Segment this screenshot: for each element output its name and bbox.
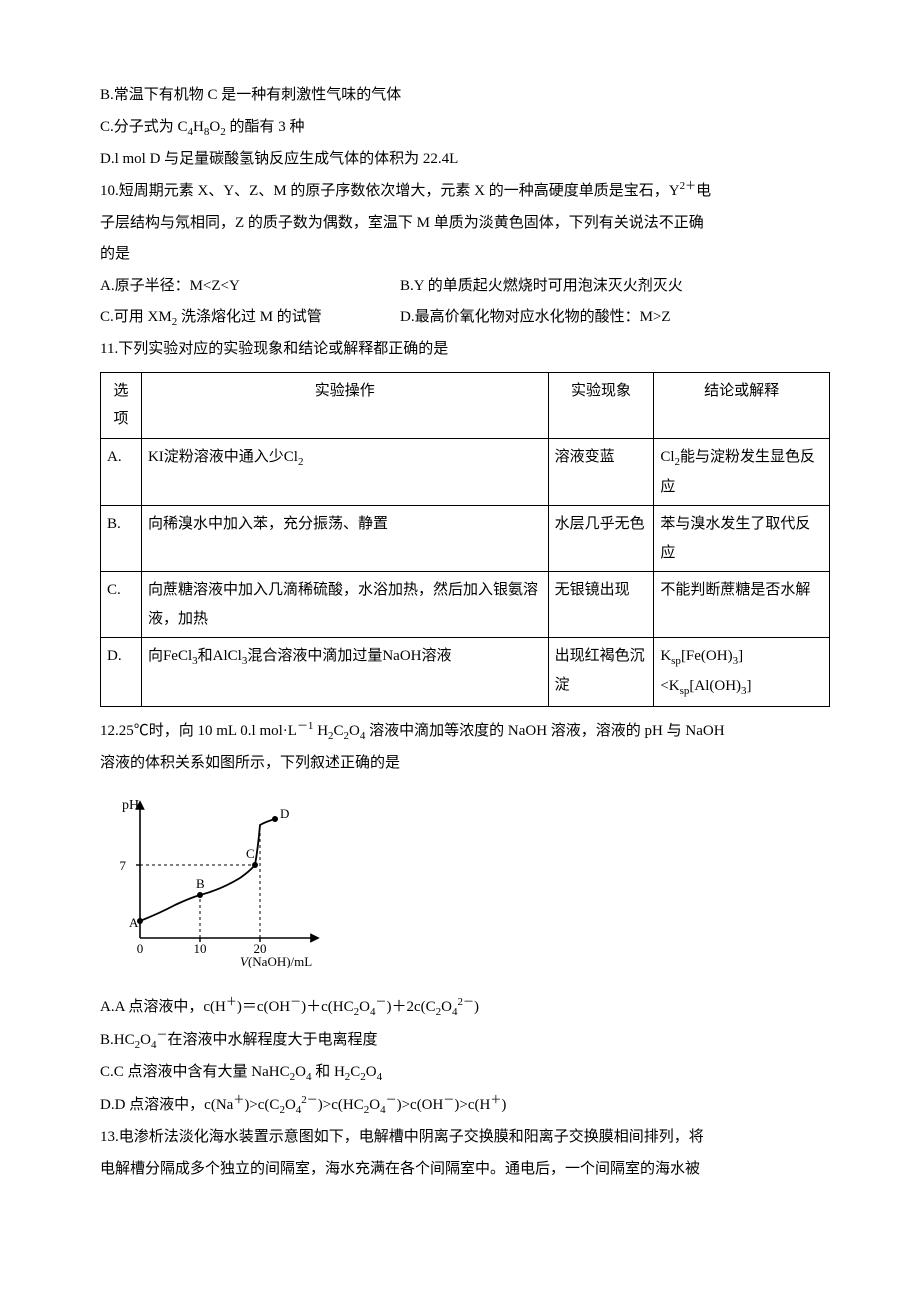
point-b-label: B — [196, 876, 205, 891]
col-option: 选项 — [101, 372, 142, 438]
q13-stem-1: 13.电渗析法淡化海水装置示意图如下，电解槽中阴离子交换膜和阳离子交换膜相间排列… — [100, 1122, 830, 1154]
point-c-label: C — [246, 846, 255, 861]
q10-stem-3: 的是 — [100, 239, 830, 271]
table-row: C. 向蔗糖溶液中加入几滴稀硫酸，水浴加热，然后加入银氨溶液，加热 无银镜出现 … — [101, 572, 830, 638]
x-tick-10: 10 — [194, 941, 207, 956]
experiment-table: 选项 实验操作 实验现象 结论或解释 A. KI淀粉溶液中通入少Cl2 溶液变蓝… — [100, 372, 830, 707]
q12-option-d: D.D 点溶液中，c(Na＋)>c(C2O42－)>c(HC2O4－)>c(OH… — [100, 1089, 830, 1122]
q10-row-ab: A.原子半径：M<Z<Y B.Y 的单质起火燃烧时可用泡沫灭火剂灭火 — [100, 271, 830, 303]
q12-option-b: B.HC2O4－在溶液中水解程度大于电离程度 — [100, 1024, 830, 1057]
option-d: D.l mol D 与足量碳酸氢钠反应生成气体的体积为 22.4L — [100, 144, 830, 176]
table-row: A. KI淀粉溶液中通入少Cl2 溶液变蓝 Cl2能与淀粉发生显色反应 — [101, 438, 830, 505]
option-c: C.分子式为 C4H8O2 的酯有 3 种 — [100, 112, 830, 144]
q12-option-a: A.A 点溶液中，c(H＋)＝c(OH－)＋c(HC2O4－)＋2c(C2O42… — [100, 991, 830, 1024]
q12-option-c: C.C 点溶液中含有大量 NaHC2O4 和 H2C2O4 — [100, 1057, 830, 1089]
x-tick-0: 0 — [137, 941, 144, 956]
q10-stem: 10.短周期元素 X、Y、Z、M 的原子序数依次增大，元素 X 的一种高硬度单质… — [100, 175, 830, 208]
x-axis-label: V(NaOH)/mL — [240, 954, 312, 968]
table-header-row: 选项 实验操作 实验现象 结论或解释 — [101, 372, 830, 438]
col-conclusion: 结论或解释 — [654, 372, 830, 438]
point-d-label: D — [280, 806, 289, 821]
q10-stem-2: 子层结构与氖相同，Z 的质子数为偶数，室温下 M 单质为淡黄色固体，下列有关说法… — [100, 208, 830, 240]
q10-option-d: D.最高价氧化物对应水化物的酸性：M>Z — [400, 302, 671, 334]
q10-option-b: B.Y 的单质起火燃烧时可用泡沫灭火剂灭火 — [400, 271, 683, 303]
q10-option-a: A.原子半径：M<Z<Y — [100, 271, 400, 303]
q12-stem: 12.25℃时，向 10 mL 0.l mol·L－1 H2C2O4 溶液中滴加… — [100, 715, 830, 748]
table-row: D. 向FeCl3和AlCl3混合溶液中滴加过量NaOH溶液 出现红褐色沉淀 K… — [101, 638, 830, 707]
ph-curve-svg: pH 7 0 10 20 V(NaOH)/mL A B C D — [100, 793, 335, 968]
col-phenomenon: 实验现象 — [548, 372, 654, 438]
q11-stem: 11.下列实验对应的实验现象和结论或解释都正确的是 — [100, 334, 830, 366]
q13-stem-2: 电解槽分隔成多个独立的间隔室，海水充满在各个间隔室中。通电后，一个间隔室的海水被 — [100, 1154, 830, 1186]
option-b: B.常温下有机物 C 是一种有刺激性气味的气体 — [100, 80, 830, 112]
q12-stem-2: 溶液的体积关系如图所示，下列叙述正确的是 — [100, 748, 830, 780]
table-row: B. 向稀溴水中加入苯，充分振荡、静置 水层几乎无色 苯与溴水发生了取代反应 — [101, 506, 830, 572]
ph-curve-chart: pH 7 0 10 20 V(NaOH)/mL A B C D — [100, 793, 830, 981]
y-axis-label: pH — [122, 798, 139, 813]
point-a-label: A — [129, 915, 139, 930]
col-operation: 实验操作 — [141, 372, 548, 438]
q10-option-c: C.可用 XM2 洗涤熔化过 M 的试管 — [100, 302, 400, 334]
y-tick-7: 7 — [120, 858, 127, 873]
q10-row-cd: C.可用 XM2 洗涤熔化过 M 的试管 D.最高价氧化物对应水化物的酸性：M>… — [100, 302, 830, 334]
